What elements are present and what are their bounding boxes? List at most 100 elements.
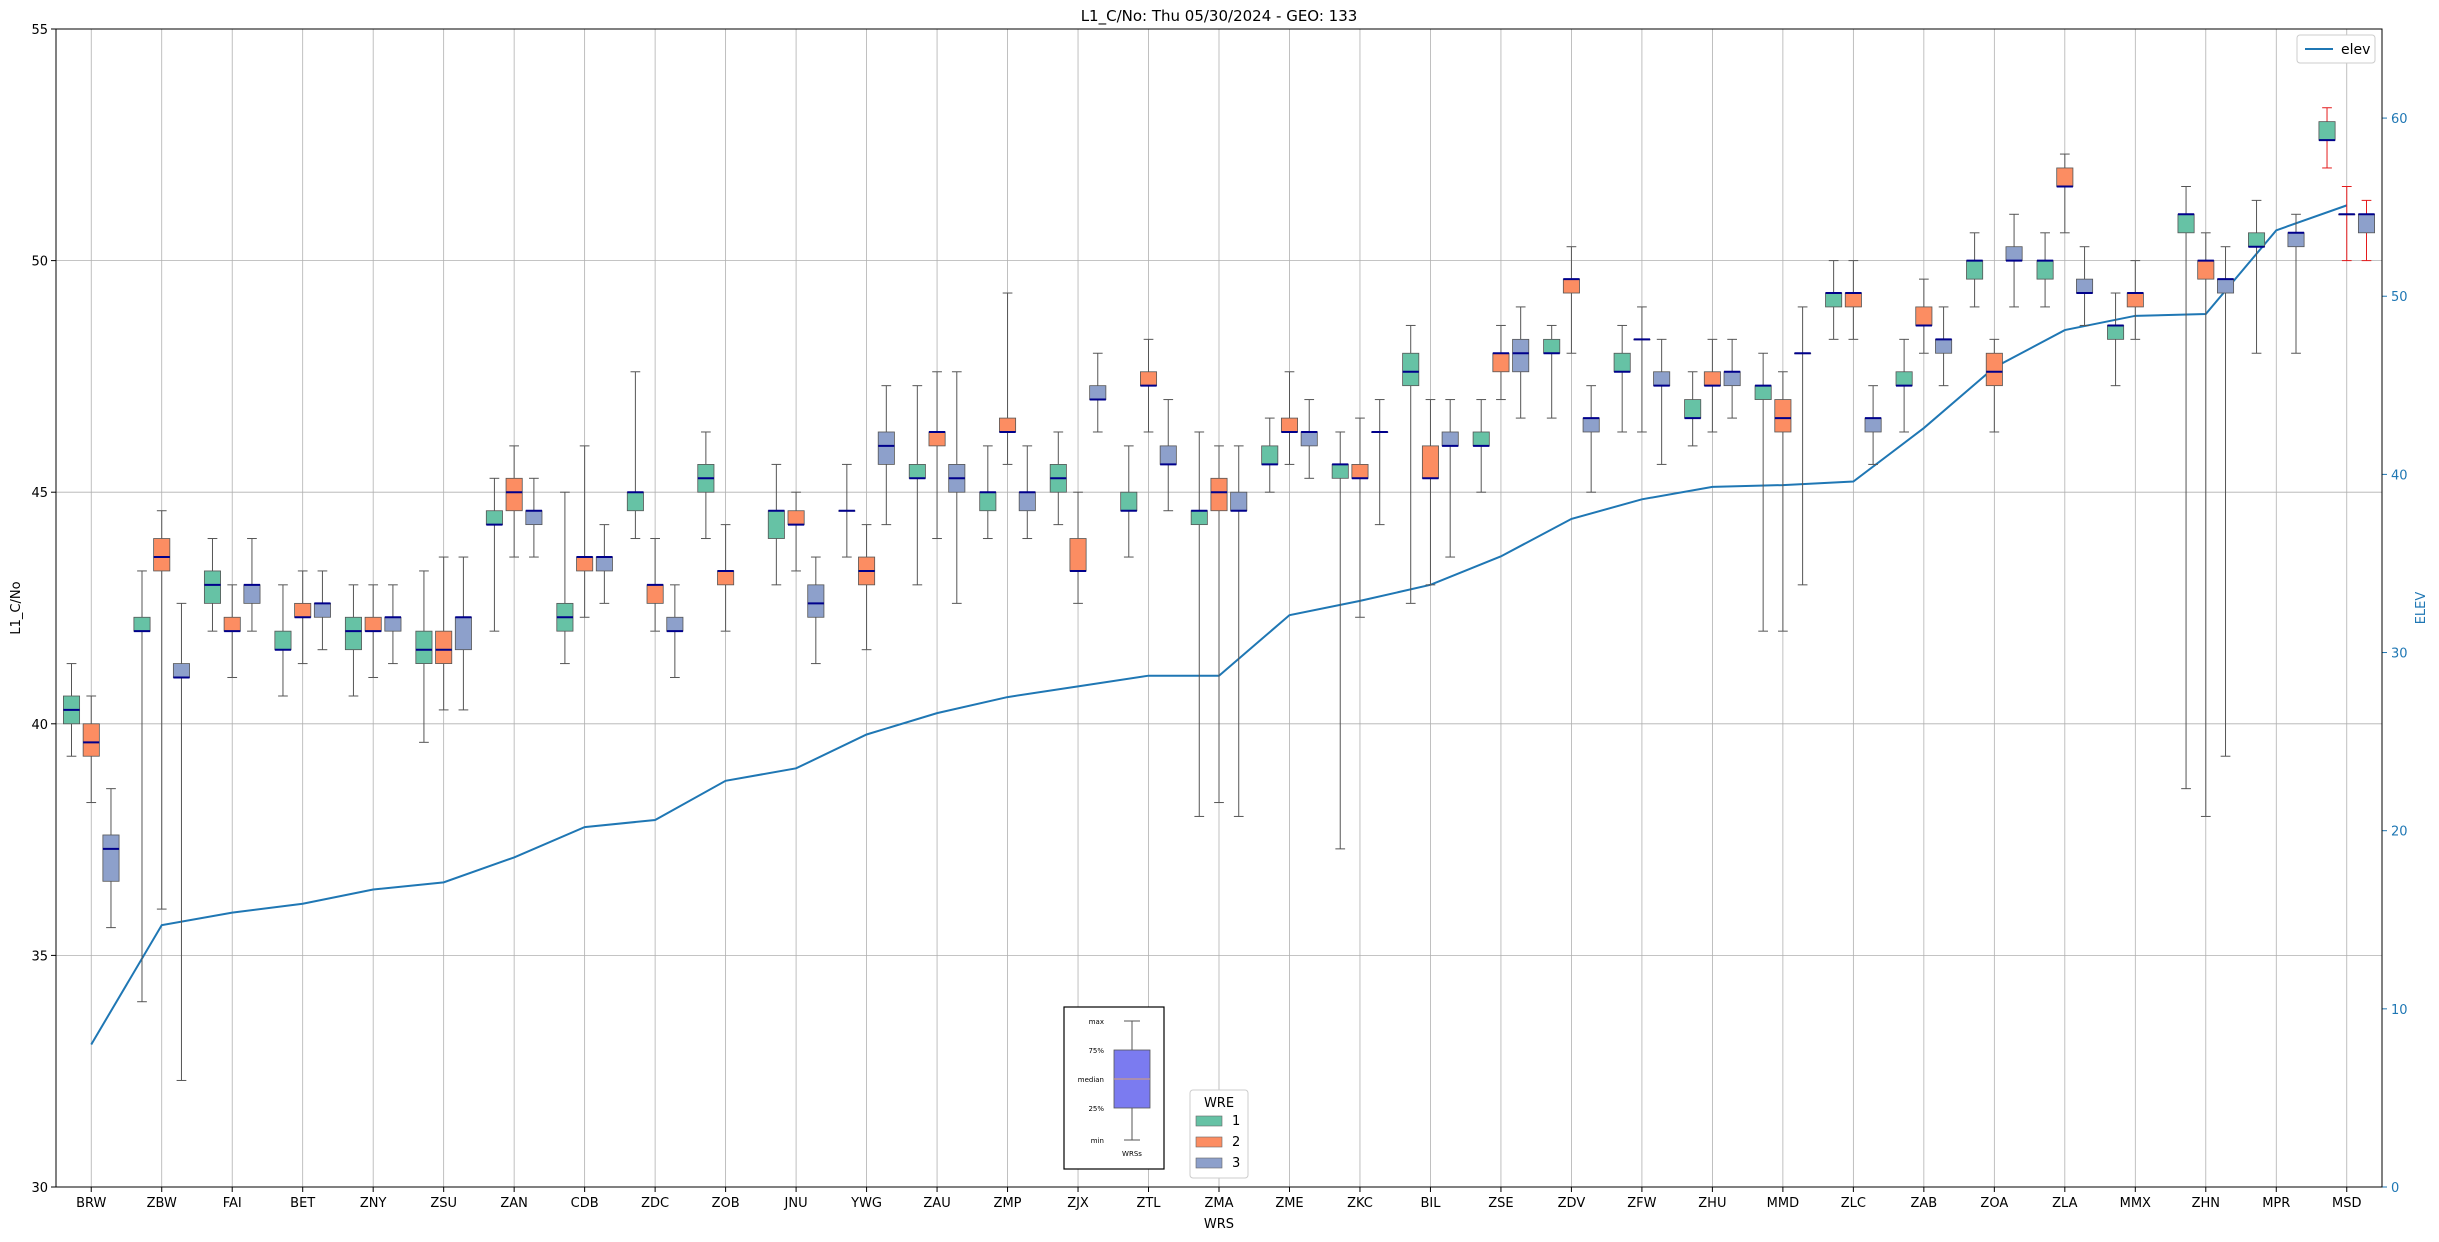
x-tick-label: ZKC [1347,1196,1373,1211]
box-wre-1 [1684,399,1702,419]
box-wre-3 [1230,491,1248,512]
box-wre-2 [1351,464,1369,479]
box-wre-1 [2248,232,2266,248]
x-tick-label: ZMA [1204,1196,1233,1211]
y-tick-label: 45 [31,486,48,501]
box-wre-1 [1331,464,1349,479]
box-wre-1 [274,630,292,651]
box-wre-2 [1280,417,1298,433]
box-wre-3 [1864,417,1882,433]
box-key-label-q1: 25% [1088,1105,1104,1113]
x-tick-label: ZHN [2192,1196,2220,1211]
x-tick-label: ZFW [1627,1196,1656,1211]
axis-layer: BRW ZBW FAI BET ZNY ZSU ZAN CDB ZDC ZOB JNU YWG ZAU Z… [31,23,2407,1211]
box-wre-3 [1018,491,1036,512]
x-tick-label: MMD [1767,1196,1799,1211]
box-wre-2 [1069,538,1087,572]
box-wre-2 [153,538,171,572]
y2-tick-label: 10 [2391,1003,2408,1018]
x-tick-label: ZAB [1910,1196,1937,1211]
box-wre-1 [2177,213,2195,234]
box-wre-2 [999,417,1017,433]
box-wre-3 [1441,431,1459,447]
box-wre-3 [666,616,684,632]
box-wre-2 [1915,306,1933,326]
box-wre-2 [294,602,312,618]
box-wre-1 [1120,491,1138,512]
box-wre-1 [2107,325,2125,340]
box-wre-3 [454,616,472,651]
box-wre-2 [1210,477,1228,512]
x-tick-label: ZBW [147,1196,177,1211]
y-tick-label: 55 [31,23,48,38]
box-wre-3 [2005,246,2023,261]
box-wre-2 [1562,278,1580,294]
box-wre-2 [1774,399,1792,433]
box-wre-1 [133,616,151,632]
box-wre-1 [767,510,785,539]
box-wre-2 [435,630,453,664]
elev-legend-label: elev [2341,42,2370,58]
box-wre-3 [1582,417,1600,433]
box-wre-2 [1844,292,1862,308]
x-tick-label: MSD [2332,1196,2361,1211]
wre-legend-label-3: 3 [1232,1156,1240,1171]
box-wre-3 [2357,213,2375,234]
x-tick-label: ZDV [1558,1196,1586,1211]
x-tick-label: BIL [1420,1196,1441,1211]
box-key-label-median: median [1078,1076,1104,1084]
box-wre-3 [877,431,895,465]
y2-tick-label: 60 [2391,112,2408,127]
box-wre-2 [2056,167,2074,187]
box-key-label-q3: 75% [1088,1047,1104,1055]
box-wre-3 [313,602,331,618]
x-tick-label: ZOA [1980,1196,2008,1211]
x-tick-label: ZTL [1136,1196,1161,1211]
box-wre-3 [807,584,825,618]
x-tick-label: ZMP [994,1196,1022,1211]
box-wre-3 [1159,445,1177,465]
box-wre-1 [1472,431,1490,447]
box-layer [63,107,2375,1081]
box-wre-1 [1613,352,1631,373]
box-key-xlabel: WRSs [1122,1150,1142,1158]
y-tick-label: 40 [31,718,48,733]
x-tick-label: ZNY [360,1196,387,1211]
box-wre-1 [1190,510,1208,526]
x-tick-label: CDB [571,1196,599,1211]
x-tick-label: JNU [784,1196,808,1211]
box-wre-3 [384,616,402,632]
x-tick-label: FAI [223,1196,242,1211]
box-wre-2 [1421,445,1439,479]
y-tick-label: 50 [31,255,48,270]
box-wre-3 [2217,278,2235,294]
box-wre-1 [415,630,433,664]
y-axis-label: L1_C/No [9,581,24,634]
box-wre-3 [525,510,543,526]
x-tick-label: ZJX [1067,1196,1089,1211]
box-key-label-max: max [1089,1018,1104,1026]
x-tick-label: ZAU [923,1196,950,1211]
box-wre-2 [928,431,946,447]
box-wre-1 [203,570,221,604]
box-wre-1 [979,491,997,512]
box-wre-3 [1723,371,1741,387]
wre-legend-title: WRE [1204,1096,1234,1111]
box-wre-3 [1653,371,1671,387]
y-tick-label: 35 [31,949,48,964]
x-tick-label: BRW [76,1196,106,1211]
box-wre-1 [1261,445,1279,465]
elev-legend: elev [2296,34,2376,64]
box-wre-2 [364,616,382,632]
x-tick-label: MMX [2120,1196,2151,1211]
box-wre-2 [1703,371,1721,387]
box-wre-3 [2287,232,2305,248]
x-tick-label: ZLC [1841,1196,1866,1211]
x-tick-label: ZLA [2052,1196,2077,1211]
x-axis-label: WRS [1204,1217,1234,1232]
box-wre-3 [2076,278,2094,294]
box-wre-1 [485,510,503,526]
box-wre-2 [787,510,805,526]
box-wre-3 [1089,385,1107,400]
